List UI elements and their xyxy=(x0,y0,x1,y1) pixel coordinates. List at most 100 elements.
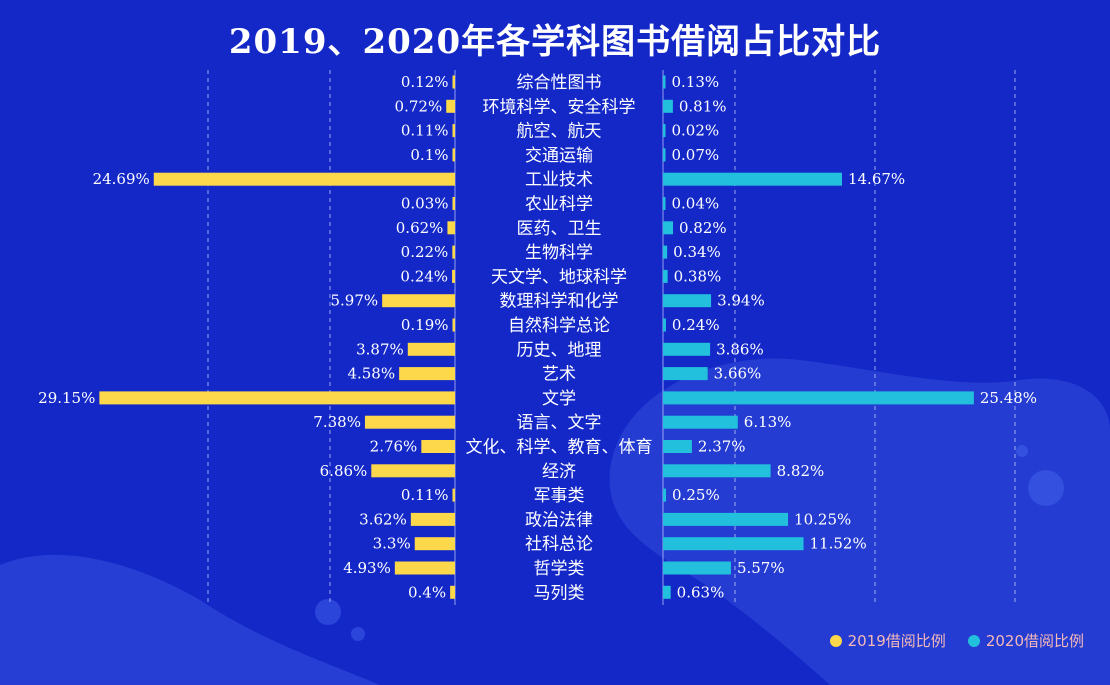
bar-2020 xyxy=(663,124,666,138)
bar-2019 xyxy=(382,294,455,308)
legend: 2019借阅比例 2020借阅比例 xyxy=(829,630,1084,651)
legend-label-2020: 2020借阅比例 xyxy=(985,632,1084,650)
category-labels: 综合性图书环境科学、安全科学航空、航天交通运输工业技术农业科学医药、卫生生物科学… xyxy=(466,73,653,603)
category-label: 历史、地理 xyxy=(517,340,602,360)
category-label: 农业科学 xyxy=(525,195,593,215)
data-label-2019: 0.03% xyxy=(401,195,449,213)
data-label-2020: 0.02% xyxy=(672,122,720,140)
bar-2019 xyxy=(446,99,455,113)
data-label-2020: 11.52% xyxy=(810,535,867,553)
category-label: 医药、卫生 xyxy=(517,219,602,239)
bar-2019 xyxy=(364,415,455,429)
bar-marks xyxy=(99,75,974,599)
data-label-2019: 7.38% xyxy=(313,413,361,431)
category-label: 工业技术 xyxy=(525,170,593,190)
bar-2020 xyxy=(663,269,668,283)
bar-2020 xyxy=(663,245,668,259)
bar-2019 xyxy=(414,537,455,551)
bar-2020 xyxy=(663,197,666,210)
data-label-2020: 5.57% xyxy=(737,559,785,577)
legend-item-2019[interactable]: 2019借阅比例 xyxy=(829,630,946,651)
category-label: 环境科学、安全科学 xyxy=(483,97,636,117)
bar-2019 xyxy=(447,221,455,235)
category-label: 综合性图书 xyxy=(517,73,602,93)
data-label-2019: 24.69% xyxy=(93,170,150,188)
data-label-2020: 0.63% xyxy=(677,583,725,601)
data-label-2020: 0.34% xyxy=(673,243,721,261)
data-label-2019: 6.86% xyxy=(320,462,368,480)
data-label-2019: 0.11% xyxy=(401,122,449,140)
bar-2019 xyxy=(410,512,455,526)
bar-2020 xyxy=(663,512,789,526)
bar-2020 xyxy=(663,148,666,162)
grid-lines xyxy=(207,70,1016,605)
category-label: 军事类 xyxy=(534,486,585,506)
category-label: 政治法律 xyxy=(525,510,593,530)
chart-title: 2019、2020年各学科图书借阅占比对比 xyxy=(228,22,882,62)
data-label-2019: 3.62% xyxy=(359,510,407,528)
bar-2020 xyxy=(663,342,711,356)
data-label-2019: 3.3% xyxy=(373,535,411,553)
data-label-2019: 0.72% xyxy=(395,97,443,115)
data-label-2019: 5.97% xyxy=(331,292,379,310)
category-label: 交通运输 xyxy=(525,146,593,166)
legend-item-2020[interactable]: 2020借阅比例 xyxy=(967,630,1084,651)
data-label-2020: 25.48% xyxy=(980,389,1037,407)
category-label: 天文学、地球科学 xyxy=(491,267,627,287)
data-label-2019: 3.87% xyxy=(356,340,404,358)
data-label-2019: 0.11% xyxy=(401,486,449,504)
data-label-2019: 2.76% xyxy=(370,438,418,456)
bar-2020 xyxy=(663,561,731,575)
category-label: 文化、科学、教育、体育 xyxy=(466,438,653,458)
bar-2020 xyxy=(663,440,692,453)
category-label: 生物科学 xyxy=(525,243,593,263)
legend-label-2019: 2019借阅比例 xyxy=(847,632,946,650)
bar-2020 xyxy=(663,367,708,381)
category-label: 马列类 xyxy=(534,583,585,603)
bar-2020 xyxy=(663,221,674,235)
category-label: 经济 xyxy=(542,462,576,482)
bar-2019 xyxy=(450,585,455,599)
data-label-2020: 8.82% xyxy=(777,462,825,480)
category-label: 文学 xyxy=(542,389,576,409)
bar-2019 xyxy=(394,561,455,575)
bar-2020 xyxy=(663,488,667,502)
bar-2019 xyxy=(407,342,455,356)
data-label-2020: 0.38% xyxy=(674,267,722,285)
bar-2019 xyxy=(99,391,456,405)
data-label-2020: 0.04% xyxy=(672,195,720,213)
data-label-2019: 0.12% xyxy=(401,73,449,91)
bar-2020 xyxy=(663,537,804,551)
bar-2020 xyxy=(663,585,671,599)
bar-2020 xyxy=(663,464,771,478)
category-label: 艺术 xyxy=(542,365,576,385)
data-label-2019: 0.62% xyxy=(396,219,444,237)
data-label-2019: 4.58% xyxy=(347,365,395,383)
legend-swatch-2020 xyxy=(967,634,980,647)
bar-2019 xyxy=(452,318,455,332)
bar-2019 xyxy=(421,440,455,453)
bar-2019 xyxy=(399,367,455,381)
bar-2020 xyxy=(663,294,712,308)
data-label-2020: 0.81% xyxy=(679,97,727,115)
data-label-2020: 3.86% xyxy=(716,340,764,358)
data-label-2020: 2.37% xyxy=(698,438,746,456)
bar-2019 xyxy=(452,197,455,210)
bar-2020 xyxy=(663,172,842,186)
category-label: 自然科学总论 xyxy=(508,316,610,336)
bar-2019 xyxy=(452,269,455,283)
data-label-2020: 10.25% xyxy=(794,510,851,528)
bar-2019 xyxy=(452,124,455,138)
data-label-2019: 0.1% xyxy=(410,146,448,164)
bar-2019 xyxy=(452,75,455,89)
data-label-2019: 29.15% xyxy=(38,389,95,407)
data-label-2020: 0.24% xyxy=(672,316,720,334)
category-label: 社科总论 xyxy=(525,535,593,555)
data-label-2020: 3.66% xyxy=(714,365,762,383)
data-label-2020: 0.07% xyxy=(672,146,720,164)
bar-2020 xyxy=(663,415,738,429)
bar-2019 xyxy=(452,245,455,259)
data-labels: 0.12% 0.13% 0.72% 0.81% 0.11% 0.02% 0.1% 0.07% 2… xyxy=(38,73,1037,601)
data-label-2019: 0.19% xyxy=(401,316,449,334)
